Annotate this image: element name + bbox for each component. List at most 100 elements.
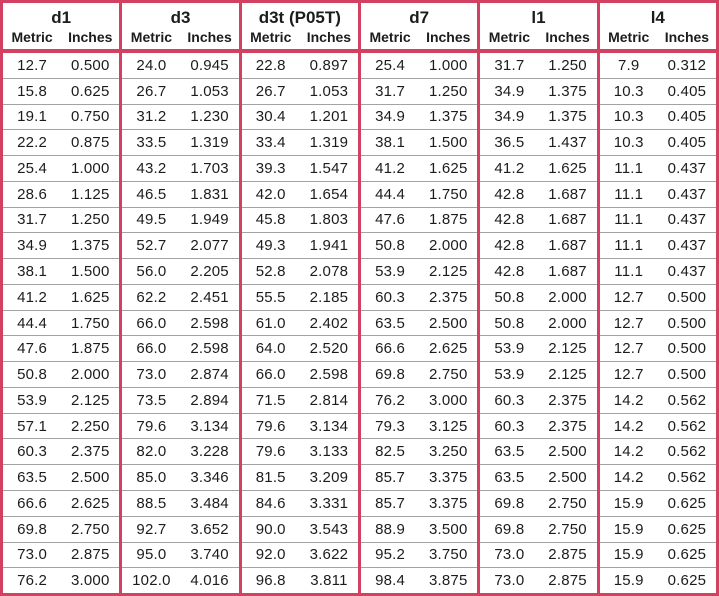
metric-value: 53.9 — [375, 263, 406, 280]
metric-value: 88.5 — [136, 494, 167, 512]
inches-value: 2.750 — [548, 494, 587, 512]
table-row: 15.9 0.625 — [599, 541, 716, 568]
table-row: 66.0 2.598 — [241, 361, 358, 387]
metric-value: 12.7 — [613, 288, 644, 306]
metric-value: 14.2 — [613, 391, 644, 409]
table-row: 88.9 3.500 — [360, 515, 478, 542]
metric-value: 22.8 — [255, 56, 286, 74]
metric-value: 85.7 — [375, 494, 406, 512]
inches-value: 0.437 — [667, 237, 707, 255]
table-row: 90.0 3.543 — [241, 515, 358, 542]
subheader-row: Metric Inches — [242, 28, 358, 47]
group-label: d3 — [170, 8, 191, 27]
inches-value: 0.500 — [667, 288, 707, 306]
table-row: 47.6 1.875 — [3, 335, 120, 361]
inches-value: 3.750 — [428, 546, 468, 564]
inches-value: 1.625 — [548, 159, 587, 177]
metric-header: Metric — [11, 29, 53, 45]
metric-value: 69.8 — [494, 520, 525, 538]
table-row: 50.8 2.000 — [3, 361, 120, 387]
table-row: 43.2 1.703 — [122, 155, 239, 181]
metric-value: 60.3 — [17, 443, 48, 461]
table-row: 45.8 1.803 — [241, 206, 358, 233]
inches-value: 0.437 — [667, 185, 707, 203]
inches-value: 1.687 — [548, 263, 587, 280]
metric-value: 53.9 — [17, 391, 48, 409]
inches-value: 0.405 — [667, 108, 707, 126]
inches-value: 2.125 — [428, 263, 468, 280]
table-row: 95.2 3.750 — [360, 541, 478, 568]
metric-value: 52.8 — [255, 263, 286, 280]
table-row: 79.6 3.134 — [122, 412, 239, 439]
metric-value: 66.6 — [17, 494, 48, 512]
metric-value: 34.9 — [494, 82, 525, 100]
metric-value: 73.5 — [136, 391, 167, 409]
inches-value: 0.625 — [667, 520, 707, 538]
metric-value: 44.4 — [17, 314, 48, 332]
metric-value: 11.1 — [614, 263, 644, 280]
inches-value: 1.547 — [309, 159, 349, 177]
column-group-l4: l4 Metric Inches 7.9 0.312 10.3 0.405 10.3 0.… — [596, 3, 716, 593]
metric-value: 38.1 — [17, 263, 48, 280]
table-row: 73.0 2.875 — [480, 567, 597, 593]
table-row: 34.9 1.375 — [3, 232, 120, 258]
subheader-row: Metric Inches — [122, 28, 238, 47]
inches-header: Inches — [545, 29, 590, 45]
column-group-d3: d3 Metric Inches 24.0 0.945 26.7 1.053 31.2 1… — [119, 3, 239, 593]
table-row: 12.7 0.500 — [599, 309, 716, 336]
group-rows: 7.9 0.312 10.3 0.405 10.3 0.405 10.3 0.405 11.1 0… — [599, 53, 716, 593]
inches-value: 1.625 — [428, 159, 468, 177]
metric-value: 47.6 — [17, 340, 48, 358]
metric-value: 31.7 — [17, 211, 48, 229]
group-rows: 12.7 0.500 15.8 0.625 19.1 0.750 22.2 0.875 25.4… — [3, 53, 120, 593]
table-row: 14.2 0.562 — [599, 412, 716, 439]
table-row: 82.0 3.228 — [122, 438, 239, 464]
inches-value: 0.500 — [667, 340, 707, 358]
table-row: 63.5 2.500 — [480, 464, 597, 490]
table-row: 42.8 1.687 — [480, 232, 597, 258]
group-header: l1 Metric Inches — [480, 3, 597, 53]
metric-value: 36.5 — [494, 134, 525, 152]
inches-header: Inches — [68, 29, 113, 45]
inches-header: Inches — [664, 29, 710, 45]
metric-value: 49.3 — [255, 237, 286, 255]
inches-value: 2.598 — [190, 340, 229, 358]
metric-value: 11.1 — [614, 185, 644, 203]
inches-value: 3.652 — [190, 520, 229, 538]
table-row: 50.8 2.000 — [480, 283, 597, 310]
table-row: 92.7 3.652 — [122, 515, 239, 542]
table-row: 46.5 1.831 — [122, 180, 239, 207]
inches-value: 2.598 — [309, 366, 349, 384]
inches-value: 2.077 — [190, 237, 229, 255]
inches-value: 1.687 — [548, 237, 587, 255]
inches-value: 3.484 — [190, 494, 229, 512]
metric-value: 22.2 — [17, 134, 48, 152]
table-row: 11.1 0.437 — [599, 232, 716, 258]
metric-value: 41.2 — [375, 159, 406, 177]
table-row: 41.2 1.625 — [360, 155, 478, 181]
metric-value: 34.9 — [17, 237, 48, 255]
metric-value: 69.8 — [17, 520, 48, 538]
metric-value: 49.5 — [136, 211, 167, 229]
metric-value: 66.0 — [136, 340, 167, 358]
inches-value: 2.125 — [548, 366, 587, 384]
inches-value: 0.625 — [667, 572, 707, 590]
metric-value: 53.9 — [494, 340, 525, 358]
table-row: 60.3 2.375 — [480, 386, 597, 413]
metric-value: 53.9 — [494, 366, 525, 384]
metric-value: 43.2 — [136, 159, 167, 177]
table-row: 84.6 3.331 — [241, 490, 358, 516]
metric-value: 39.3 — [255, 159, 286, 177]
metric-value: 33.4 — [255, 134, 286, 152]
metric-value: 82.0 — [136, 443, 167, 461]
group-label: d7 — [409, 8, 430, 27]
metric-value: 81.5 — [255, 469, 286, 487]
metric-value: 63.5 — [375, 314, 406, 332]
table-row: 44.4 1.750 — [360, 180, 478, 207]
inches-header: Inches — [426, 29, 471, 45]
table-row: 11.1 0.437 — [599, 258, 716, 284]
table-row: 22.8 0.897 — [242, 53, 358, 78]
metric-value: 42.8 — [494, 237, 525, 255]
metric-value: 63.5 — [494, 443, 525, 461]
